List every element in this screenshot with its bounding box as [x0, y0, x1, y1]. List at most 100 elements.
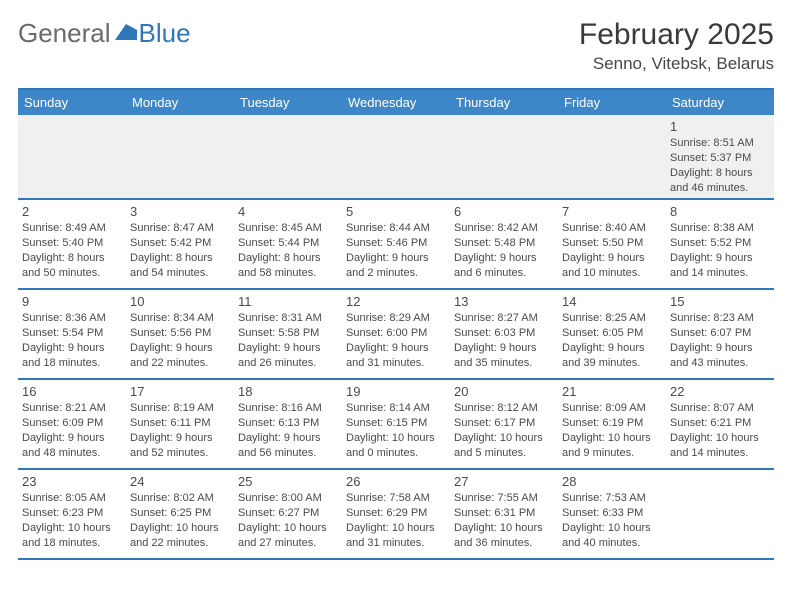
- daylight-text: and 22 minutes.: [130, 356, 230, 371]
- daylight-text: Daylight: 10 hours: [346, 431, 446, 446]
- daylight-text: Daylight: 10 hours: [562, 521, 662, 536]
- calendar-day-cell: [18, 115, 126, 198]
- calendar-day-cell: [342, 115, 450, 198]
- day-number: 4: [238, 204, 338, 219]
- day-number: 22: [670, 384, 770, 399]
- daylight-text: and 6 minutes.: [454, 266, 554, 281]
- sunrise-text: Sunrise: 7:55 AM: [454, 491, 554, 506]
- calendar-day-cell: 15Sunrise: 8:23 AMSunset: 6:07 PMDayligh…: [666, 290, 774, 378]
- dow-sunday: Sunday: [18, 90, 126, 115]
- sunset-text: Sunset: 6:07 PM: [670, 326, 770, 341]
- sunset-text: Sunset: 5:40 PM: [22, 236, 122, 251]
- calendar-day-cell: 26Sunrise: 7:58 AMSunset: 6:29 PMDayligh…: [342, 470, 450, 558]
- calendar-week-row: 1Sunrise: 8:51 AMSunset: 5:37 PMDaylight…: [18, 115, 774, 200]
- sunrise-text: Sunrise: 8:16 AM: [238, 401, 338, 416]
- sunset-text: Sunset: 6:33 PM: [562, 506, 662, 521]
- daylight-text: Daylight: 9 hours: [562, 251, 662, 266]
- logo-mark-icon: [115, 24, 137, 47]
- sunrise-text: Sunrise: 8:44 AM: [346, 221, 446, 236]
- sunset-text: Sunset: 6:25 PM: [130, 506, 230, 521]
- daylight-text: and 46 minutes.: [670, 181, 770, 196]
- calendar-day-cell: 17Sunrise: 8:19 AMSunset: 6:11 PMDayligh…: [126, 380, 234, 468]
- daylight-text: Daylight: 10 hours: [346, 521, 446, 536]
- calendar-day-cell: 24Sunrise: 8:02 AMSunset: 6:25 PMDayligh…: [126, 470, 234, 558]
- dow-saturday: Saturday: [666, 90, 774, 115]
- day-number: 21: [562, 384, 662, 399]
- calendar-day-cell: 4 Sunrise: 8:45 AMSunset: 5:44 PMDaylight…: [234, 200, 342, 288]
- daylight-text: and 39 minutes.: [562, 356, 662, 371]
- calendar-day-cell: 18Sunrise: 8:16 AMSunset: 6:13 PMDayligh…: [234, 380, 342, 468]
- daylight-text: and 43 minutes.: [670, 356, 770, 371]
- sunrise-text: Sunrise: 8:05 AM: [22, 491, 122, 506]
- day-number: 19: [346, 384, 446, 399]
- daylight-text: Daylight: 8 hours: [238, 251, 338, 266]
- daylight-text: and 22 minutes.: [130, 536, 230, 551]
- daylight-text: Daylight: 9 hours: [22, 431, 122, 446]
- calendar-day-cell: 16Sunrise: 8:21 AMSunset: 6:09 PMDayligh…: [18, 380, 126, 468]
- sunrise-text: Sunrise: 8:19 AM: [130, 401, 230, 416]
- day-of-week-header: Sunday Monday Tuesday Wednesday Thursday…: [18, 90, 774, 115]
- day-number: 25: [238, 474, 338, 489]
- calendar-day-cell: 14Sunrise: 8:25 AMSunset: 6:05 PMDayligh…: [558, 290, 666, 378]
- daylight-text: Daylight: 9 hours: [562, 341, 662, 356]
- sunrise-text: Sunrise: 8:51 AM: [670, 136, 770, 151]
- daylight-text: and 36 minutes.: [454, 536, 554, 551]
- daylight-text: and 14 minutes.: [670, 266, 770, 281]
- daylight-text: and 56 minutes.: [238, 446, 338, 461]
- daylight-text: Daylight: 9 hours: [130, 341, 230, 356]
- calendar-day-cell: 28 Sunrise: 7:53 AMSunset: 6:33 PMDayligh…: [558, 470, 666, 558]
- day-number: 27: [454, 474, 554, 489]
- daylight-text: and 48 minutes.: [22, 446, 122, 461]
- daylight-text: and 18 minutes.: [22, 536, 122, 551]
- sunrise-text: Sunrise: 8:49 AM: [22, 221, 122, 236]
- daylight-text: Daylight: 10 hours: [670, 431, 770, 446]
- day-number: 28: [562, 474, 662, 489]
- daylight-text: and 2 minutes.: [346, 266, 446, 281]
- sunset-text: Sunset: 5:44 PM: [238, 236, 338, 251]
- daylight-text: and 31 minutes.: [346, 536, 446, 551]
- sunset-text: Sunset: 6:17 PM: [454, 416, 554, 431]
- daylight-text: Daylight: 10 hours: [454, 431, 554, 446]
- month-title: February 2025: [579, 18, 774, 52]
- sunrise-text: Sunrise: 8:23 AM: [670, 311, 770, 326]
- daylight-text: and 26 minutes.: [238, 356, 338, 371]
- calendar-day-cell: [234, 115, 342, 198]
- daylight-text: and 58 minutes.: [238, 266, 338, 281]
- header: General Blue February 2025 Senno, Vitebs…: [18, 18, 774, 74]
- calendar-day-cell: 3Sunrise: 8:47 AMSunset: 5:42 PMDaylight…: [126, 200, 234, 288]
- daylight-text: and 5 minutes.: [454, 446, 554, 461]
- calendar-day-cell: [666, 470, 774, 558]
- calendar-day-cell: 25Sunrise: 8:00 AMSunset: 6:27 PMDayligh…: [234, 470, 342, 558]
- day-number: 13: [454, 294, 554, 309]
- calendar-day-cell: [450, 115, 558, 198]
- daylight-text: Daylight: 9 hours: [454, 251, 554, 266]
- calendar-table: Sunday Monday Tuesday Wednesday Thursday…: [18, 88, 774, 560]
- day-number: 15: [670, 294, 770, 309]
- daylight-text: Daylight: 9 hours: [22, 341, 122, 356]
- daylight-text: Daylight: 10 hours: [130, 521, 230, 536]
- sunrise-text: Sunrise: 8:47 AM: [130, 221, 230, 236]
- dow-monday: Monday: [126, 90, 234, 115]
- calendar-day-cell: [558, 115, 666, 198]
- daylight-text: and 52 minutes.: [130, 446, 230, 461]
- daylight-text: Daylight: 9 hours: [238, 341, 338, 356]
- daylight-text: and 27 minutes.: [238, 536, 338, 551]
- calendar-week-row: 23Sunrise: 8:05 AMSunset: 6:23 PMDayligh…: [18, 470, 774, 560]
- sunrise-text: Sunrise: 8:14 AM: [346, 401, 446, 416]
- sunrise-text: Sunrise: 8:36 AM: [22, 311, 122, 326]
- calendar-day-cell: 23Sunrise: 8:05 AMSunset: 6:23 PMDayligh…: [18, 470, 126, 558]
- sunrise-text: Sunrise: 8:42 AM: [454, 221, 554, 236]
- daylight-text: and 10 minutes.: [562, 266, 662, 281]
- sunrise-text: Sunrise: 7:53 AM: [562, 491, 662, 506]
- sunrise-text: Sunrise: 8:27 AM: [454, 311, 554, 326]
- dow-tuesday: Tuesday: [234, 90, 342, 115]
- sunset-text: Sunset: 6:27 PM: [238, 506, 338, 521]
- sunrise-text: Sunrise: 8:45 AM: [238, 221, 338, 236]
- daylight-text: Daylight: 9 hours: [346, 341, 446, 356]
- day-number: 8: [670, 204, 770, 219]
- daylight-text: and 40 minutes.: [562, 536, 662, 551]
- day-number: 1: [670, 119, 770, 134]
- sunrise-text: Sunrise: 8:02 AM: [130, 491, 230, 506]
- day-number: 11: [238, 294, 338, 309]
- day-number: 2: [22, 204, 122, 219]
